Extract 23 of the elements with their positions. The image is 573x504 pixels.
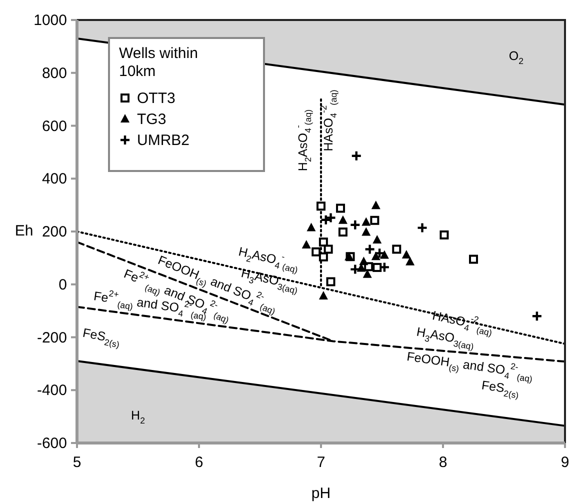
y-tick-label: -400 — [36, 382, 67, 400]
legend-label: TG3 — [137, 111, 166, 128]
x-axis-title: pH — [311, 485, 331, 502]
y-tick-label: 600 — [42, 118, 67, 135]
annotation: O$_{2}$ — [508, 49, 524, 66]
x-tick-label: 6 — [194, 454, 204, 471]
x-tick-label: 5 — [72, 454, 82, 471]
x-tick-label: 7 — [316, 454, 326, 471]
y-tick-label: -200 — [36, 329, 67, 346]
y-tick-label: 0 — [58, 276, 67, 294]
legend-label: OTT3 — [137, 90, 176, 107]
y-tick-label: -600 — [36, 435, 67, 452]
x-tick-label: 8 — [438, 454, 448, 471]
y-tick-label: 800 — [42, 64, 67, 82]
y-tick-label: 200 — [42, 224, 67, 240]
y-axis-title: Eh — [14, 222, 34, 240]
legend-title: Wells within 10km — [119, 45, 198, 80]
legend-label: UMRB2 — [137, 132, 190, 149]
x-tick-label: 9 — [560, 454, 570, 471]
annotation: FeS$_{2(s)}$ — [82, 326, 120, 350]
y-tick-label: 1000 — [34, 12, 67, 29]
y-tick-label: 400 — [42, 170, 67, 188]
annotation: H$_{2}$ — [131, 408, 146, 426]
